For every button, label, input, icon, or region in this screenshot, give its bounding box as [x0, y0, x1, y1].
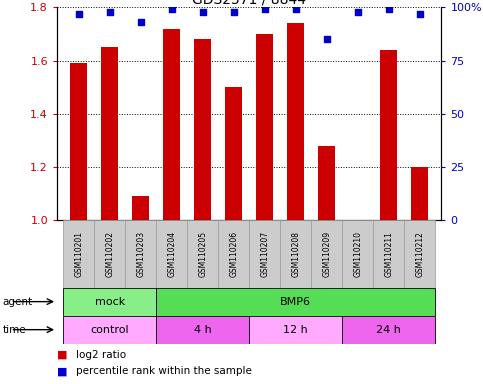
- Bar: [125, 220, 156, 288]
- Text: control: control: [90, 324, 129, 335]
- Text: GSM110204: GSM110204: [167, 231, 176, 277]
- Text: log2 ratio: log2 ratio: [76, 350, 127, 360]
- Text: GSM110202: GSM110202: [105, 231, 114, 277]
- Point: [230, 8, 238, 15]
- Bar: [342, 220, 373, 288]
- Text: GSM110206: GSM110206: [229, 231, 238, 277]
- Text: 12 h: 12 h: [284, 324, 308, 335]
- Bar: [225, 87, 242, 220]
- Bar: [101, 47, 118, 220]
- Bar: [156, 220, 187, 288]
- Text: agent: agent: [2, 296, 32, 307]
- Text: GSM110208: GSM110208: [291, 231, 300, 277]
- Bar: [249, 220, 280, 288]
- Point: [354, 8, 362, 15]
- Bar: [132, 197, 149, 220]
- Text: GSM110209: GSM110209: [322, 231, 331, 277]
- Text: GSM110201: GSM110201: [74, 231, 83, 277]
- Text: time: time: [2, 324, 26, 335]
- Text: GSM110212: GSM110212: [415, 231, 424, 277]
- Bar: [380, 50, 398, 220]
- Point: [292, 7, 299, 13]
- Bar: [404, 220, 435, 288]
- Text: GSM110203: GSM110203: [136, 231, 145, 277]
- Bar: [156, 316, 249, 344]
- Bar: [94, 220, 125, 288]
- Text: GSM110205: GSM110205: [198, 231, 207, 277]
- Text: 4 h: 4 h: [194, 324, 212, 335]
- Bar: [70, 63, 87, 220]
- Text: GSM110207: GSM110207: [260, 231, 269, 277]
- Point: [75, 11, 83, 17]
- Text: BMP6: BMP6: [280, 296, 311, 307]
- Bar: [411, 167, 428, 220]
- Point: [168, 7, 176, 13]
- Text: GSM110210: GSM110210: [353, 231, 362, 277]
- Point: [137, 19, 144, 25]
- Bar: [63, 220, 94, 288]
- Point: [416, 11, 424, 17]
- Bar: [280, 220, 311, 288]
- Bar: [63, 316, 156, 344]
- Bar: [342, 316, 435, 344]
- Bar: [373, 220, 404, 288]
- Bar: [311, 220, 342, 288]
- Text: 24 h: 24 h: [376, 324, 401, 335]
- Point: [261, 7, 269, 13]
- Text: ■: ■: [57, 350, 68, 360]
- Text: ■: ■: [57, 366, 68, 376]
- Bar: [187, 220, 218, 288]
- Point: [106, 8, 114, 15]
- Point: [323, 36, 330, 42]
- Bar: [218, 220, 249, 288]
- Text: percentile rank within the sample: percentile rank within the sample: [76, 366, 252, 376]
- Bar: [163, 28, 180, 220]
- Point: [199, 8, 207, 15]
- Bar: [287, 23, 304, 220]
- Bar: [249, 316, 342, 344]
- Bar: [63, 288, 156, 316]
- Bar: [318, 146, 335, 220]
- Text: mock: mock: [95, 296, 125, 307]
- Text: GSM110211: GSM110211: [384, 231, 393, 277]
- Bar: [156, 288, 435, 316]
- Bar: [256, 34, 273, 220]
- Point: [385, 7, 393, 13]
- Bar: [194, 39, 211, 220]
- Title: GDS2571 / 8844: GDS2571 / 8844: [192, 0, 306, 6]
